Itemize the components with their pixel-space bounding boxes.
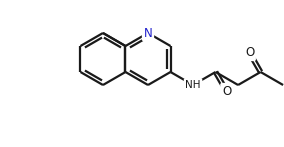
Text: O: O bbox=[222, 85, 231, 98]
Text: O: O bbox=[245, 46, 254, 59]
Text: N: N bbox=[144, 26, 153, 40]
Text: NH: NH bbox=[185, 80, 201, 90]
